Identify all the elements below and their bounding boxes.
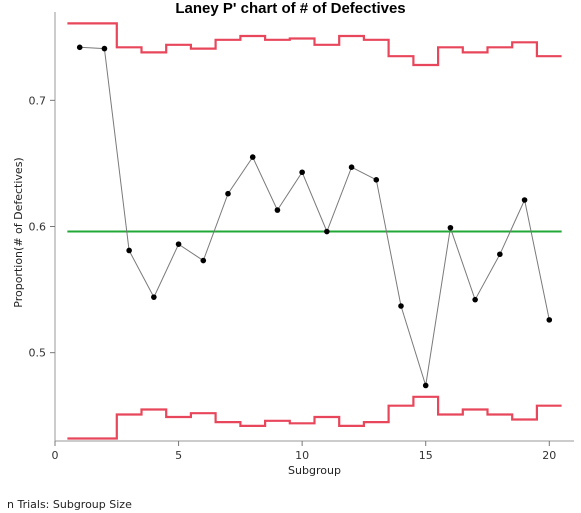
data-point-3: [126, 247, 132, 254]
proportion-line: [79, 46, 550, 386]
y-tick-label-0.6: 0.6: [29, 221, 47, 234]
y-tick-label-0.5: 0.5: [29, 347, 47, 360]
x-tick-label-10: 10: [295, 449, 309, 462]
data-point-18: [497, 251, 503, 258]
data-point-13: [373, 177, 380, 183]
footnote: n Trials: Subgroup Size: [7, 498, 132, 511]
data-point-1: [76, 44, 83, 51]
data-point-7: [225, 190, 231, 197]
data-point-8: [249, 154, 256, 160]
lower-control-limit-line: [67, 395, 562, 440]
data-point-14: [398, 303, 404, 309]
data-point-5: [175, 241, 182, 247]
plot-frame: [54, 12, 574, 442]
data-point-20: [546, 317, 553, 323]
y-tick-label-0.7: 0.7: [29, 94, 47, 107]
data-point-12: [348, 164, 355, 170]
data-point-9: [274, 207, 281, 213]
x-tick-label-5: 5: [175, 449, 182, 462]
data-point-10: [299, 169, 305, 176]
control-limit-lines: [67, 22, 562, 440]
proportion-series: [76, 44, 553, 389]
data-point-4: [151, 294, 157, 300]
data-point-6: [200, 257, 207, 264]
x-axis: 0 5 10 15 20: [52, 441, 556, 462]
chart-title: Laney P' chart of # of Defectives: [175, 0, 406, 17]
x-tick-label-15: 15: [419, 449, 433, 462]
data-point-2: [101, 45, 108, 52]
x-tick-label-0: 0: [52, 449, 59, 462]
data-point-16: [447, 224, 454, 231]
upper-control-limit-line: [67, 22, 562, 67]
data-point-17: [472, 296, 478, 303]
data-point-11: [324, 228, 330, 235]
x-tick-label-20: 20: [542, 449, 556, 462]
data-point-19: [521, 197, 528, 203]
data-point-15: [422, 382, 429, 389]
x-axis-title: Subgroup: [288, 464, 341, 477]
y-axis-title: Proportion(# of Defectives): [12, 157, 25, 307]
y-axis: 0.5 0.6 0.7: [29, 94, 55, 360]
